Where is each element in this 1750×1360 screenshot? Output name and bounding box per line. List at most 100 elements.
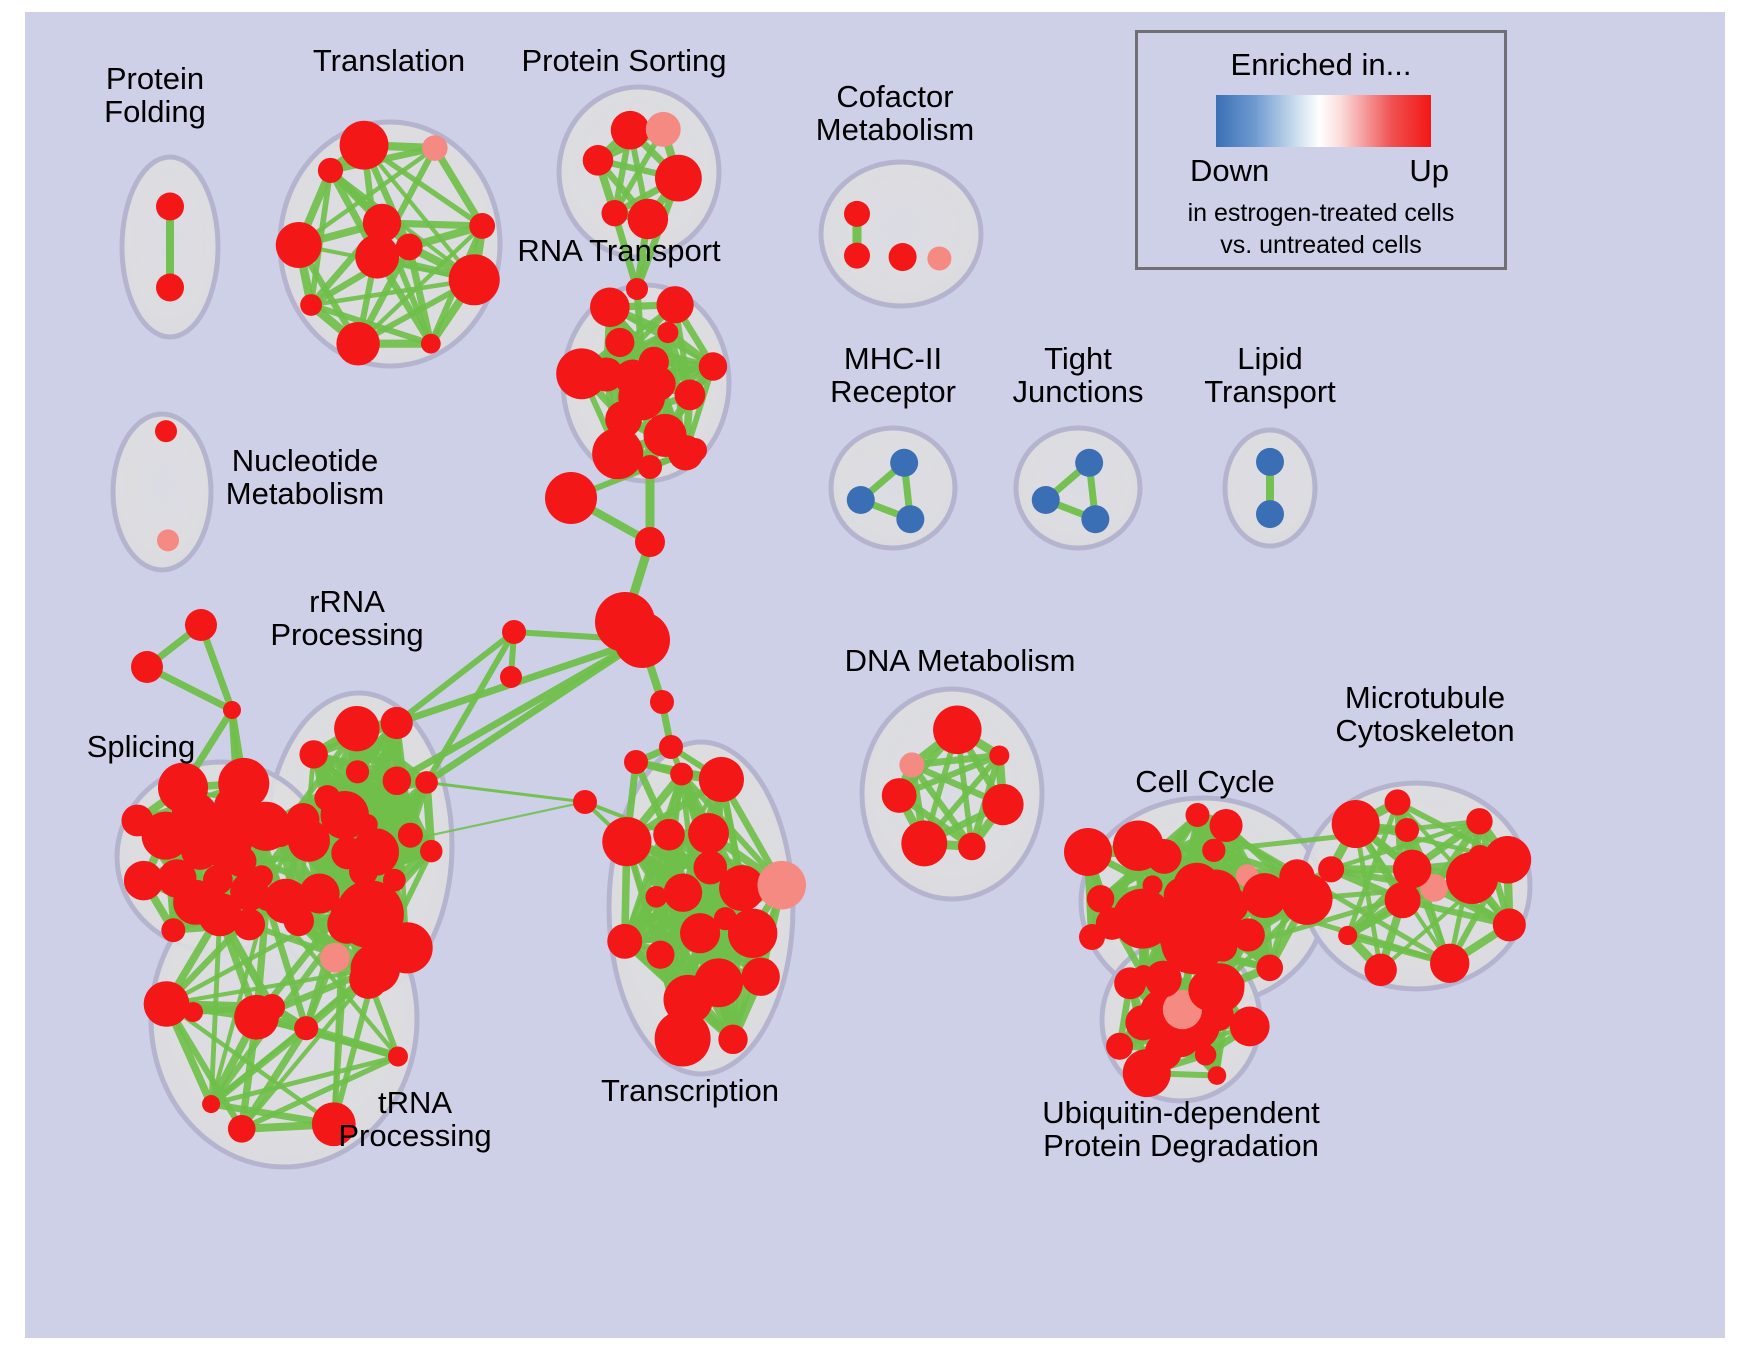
network-node-ubiquitin [1202, 999, 1234, 1032]
network-edge [361, 143, 477, 282]
network-node-rna-transport [590, 287, 630, 328]
cluster-label-nucleotide-metab: Nucleotide Metabolism [225, 443, 385, 512]
cluster-label-transcription: Transcription [600, 1073, 780, 1108]
network-node-mhc-ii [896, 505, 925, 534]
network-node-microtubule [1318, 856, 1345, 883]
network-node-bridge [624, 750, 648, 774]
network-edge [425, 780, 587, 804]
cluster-label-splicing: Splicing [86, 729, 196, 764]
network-node-cell-cycle [1086, 885, 1115, 913]
network-node-protein-sorting [582, 145, 614, 176]
network-edge [908, 761, 975, 850]
network-node-microtubule [1392, 849, 1432, 889]
network-edge [1399, 896, 1513, 929]
network-node-translation [339, 120, 389, 170]
cluster-label-microtubule: Microtubule Cytoskeleton [1335, 680, 1515, 749]
cluster-label-dna-metabolism: DNA Metabolism [844, 643, 1076, 678]
network-node-bridge [626, 278, 648, 300]
cluster-label-tight-junctions: Tight Junctions [1012, 341, 1144, 410]
network-node-microtubule [1331, 800, 1380, 849]
network-edge [622, 777, 724, 944]
network-node-rrna-processing [383, 868, 406, 892]
network-edge [164, 1001, 336, 1127]
network-node-cell-cycle [1209, 808, 1243, 843]
network-node-translation [300, 294, 323, 316]
network-edge [308, 301, 434, 347]
network-node-trna-processing [227, 1114, 256, 1143]
network-node-protein-folding [156, 192, 184, 221]
network-edge [355, 223, 485, 346]
network-node-cell-cycle [1202, 838, 1226, 863]
network-node-transcription [680, 913, 721, 954]
network-node-bridge [131, 651, 163, 683]
network-node-microtubule [1492, 908, 1526, 942]
network-node-bridge [1189, 896, 1241, 948]
network-edge [208, 1054, 401, 1107]
network-edge [423, 629, 517, 786]
network-node-rrna-processing [345, 760, 370, 784]
network-node-translation [395, 233, 423, 261]
cluster-label-rrna-processing: rRNA Processing [270, 584, 424, 653]
network-node-translation [469, 213, 496, 239]
network-node-transcription [727, 908, 778, 959]
network-node-splicing [157, 762, 209, 813]
network-node-dna-metabolism [881, 778, 917, 813]
network-node-translation [355, 234, 400, 279]
network-node-microtubule [1364, 953, 1397, 987]
network-node-bridge [638, 455, 662, 479]
network-node-cell-cycle [1185, 803, 1210, 827]
network-node-bridge [223, 701, 241, 719]
cluster-halo-tight-junctions [1013, 425, 1143, 551]
network-node-trna-processing [202, 1095, 221, 1114]
network-node-transcription [646, 940, 675, 969]
network-node-dna-metabolism [982, 783, 1024, 826]
network-node-transcription [645, 885, 668, 908]
network-node-rrna-processing [357, 814, 378, 835]
network-node-bridge [259, 994, 285, 1020]
network-node-rrna-processing [415, 771, 438, 794]
network-edge [239, 966, 378, 1131]
network-edge [896, 752, 1003, 799]
network-node-dna-metabolism [899, 752, 925, 778]
network-node-protein-sorting [601, 199, 628, 227]
network-node-mhc-ii [890, 448, 919, 477]
network-node-trna-processing [330, 897, 354, 921]
cluster-label-cell-cycle: Cell Cycle [1135, 764, 1275, 799]
network-node-dna-metabolism [933, 705, 982, 755]
network-node-bridge [185, 609, 217, 641]
cluster-label-translation: Translation [312, 43, 466, 78]
network-node-translation [420, 333, 441, 354]
network-node-trna-processing [255, 889, 278, 911]
network-node-cell-cycle [1112, 888, 1173, 949]
legend-box: Enriched in... Down Up in estrogen-treat… [1135, 30, 1507, 270]
network-node-bridge [502, 620, 526, 644]
network-node-lipid-transport [1256, 500, 1284, 529]
network-node-rrna-processing [299, 740, 328, 769]
network-node-translation [317, 157, 344, 183]
network-edge [208, 832, 414, 1108]
network-node-splicing [121, 804, 154, 837]
network-node-ubiquitin [1218, 971, 1245, 998]
network-node-transcription [654, 1010, 711, 1067]
network-node-cell-cycle [1280, 873, 1333, 925]
network-node-splicing [286, 802, 320, 837]
network-node-translation [422, 135, 448, 161]
network-edge [622, 771, 685, 944]
network-node-cofactor-metab [888, 243, 917, 272]
network-node-ubiquitin [1144, 960, 1182, 998]
network-node-splicing [161, 918, 186, 943]
network-node-rna-transport [556, 348, 608, 400]
network-node-transcription [718, 1024, 748, 1055]
network-node-ubiquitin [1125, 1005, 1161, 1041]
network-node-rrna-processing [397, 822, 423, 848]
network-node-mhc-ii [846, 486, 875, 514]
network-node-translation [275, 222, 322, 269]
network-edge [908, 751, 1003, 769]
network-node-splicing [157, 859, 197, 898]
network-node-ubiquitin [1114, 967, 1147, 1000]
network-node-transcription [719, 865, 765, 912]
cluster-label-protein-folding: Protein Folding [104, 61, 206, 130]
network-edge [422, 778, 436, 856]
network-edge [1353, 821, 1384, 973]
